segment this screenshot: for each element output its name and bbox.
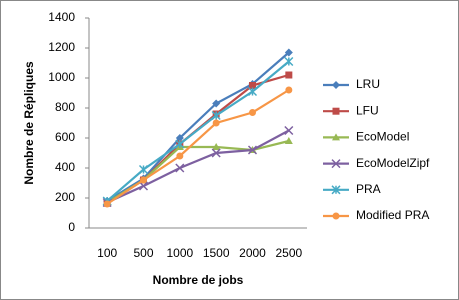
marker [284,137,293,144]
marker [175,134,184,142]
legend-marker [332,81,340,89]
y-tick-label: 1400 [48,10,75,24]
marker [175,163,185,173]
marker [103,200,111,208]
x-axis-title: Nombre de jobs [153,273,244,287]
x-tick-label: 500 [133,246,153,260]
legend-label: PRA [356,182,381,196]
marker [211,110,221,121]
x-tick-label: 2000 [239,246,266,260]
marker [212,143,221,150]
legend-marker [332,133,340,141]
y-tick-label: 400 [55,160,75,174]
legend-label: LFU [356,103,379,117]
y-tick-label: 800 [55,100,75,114]
line [106,129,290,204]
marker [212,119,220,127]
series [103,86,293,208]
legend-marker [332,107,340,115]
legend-marker [331,159,341,169]
legend-label: EcoModelZipf [356,156,430,170]
marker [175,139,185,149]
y-tick-label: 1000 [48,70,75,84]
x-tick-label: 2500 [275,246,302,260]
y-tick-label: 600 [55,130,75,144]
marker [140,176,147,184]
legend-marker [332,212,340,220]
line [106,51,290,202]
marker [284,56,294,67]
legend-marker [331,185,341,195]
y-tick-label: 0 [68,220,75,234]
x-tick-label: 1000 [166,246,193,260]
y-axis-title: Nombre de Répliques [22,61,36,185]
marker [212,99,221,108]
marker [284,48,293,57]
x-tick-label: 100 [97,246,117,260]
line [106,60,290,202]
marker [247,86,258,97]
legend-label: EcoModel [356,130,409,144]
marker [249,82,256,89]
marker [138,181,149,191]
line [106,89,290,205]
series [102,56,294,206]
marker [284,125,294,136]
legend-label: Modified PRA [356,208,429,222]
marker [285,71,293,79]
marker [285,86,293,94]
legend-label: LRU [356,77,380,91]
y-tick-label: 200 [55,190,75,204]
marker [138,164,149,175]
marker [176,152,184,160]
y-tick-label: 1200 [48,40,75,54]
x-tick-label: 1500 [203,246,230,260]
marker [247,145,258,155]
series [102,125,294,208]
marker [211,148,221,158]
marker [249,109,256,116]
